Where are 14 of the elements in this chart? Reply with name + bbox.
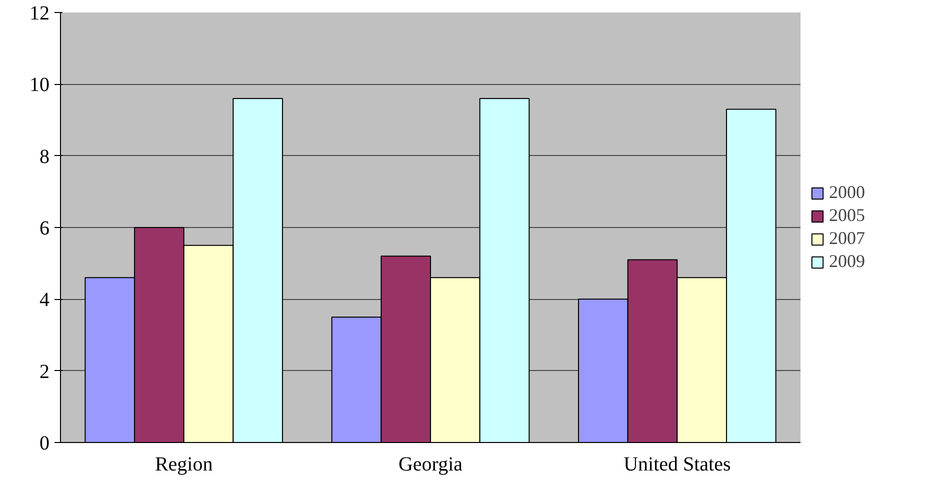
y-tick-label: 0 [40, 432, 50, 454]
x-tick-label: Georgia [398, 454, 463, 476]
y-tick-label: 12 [30, 2, 50, 24]
legend-label: 2005 [829, 205, 865, 226]
y-tick-label: 2 [40, 360, 50, 383]
y-tick-label: 10 [30, 74, 50, 96]
legend-label: 2000 [829, 182, 865, 203]
x-tick-label: United States [624, 454, 731, 476]
x-tick-label: Region [154, 454, 213, 476]
y-tick-label: 4 [40, 289, 50, 312]
legend-label: 2007 [829, 228, 865, 249]
y-tick-label: 8 [40, 146, 50, 168]
y-tick-label: 6 [40, 218, 50, 240]
legend-label: 2009 [829, 251, 865, 272]
